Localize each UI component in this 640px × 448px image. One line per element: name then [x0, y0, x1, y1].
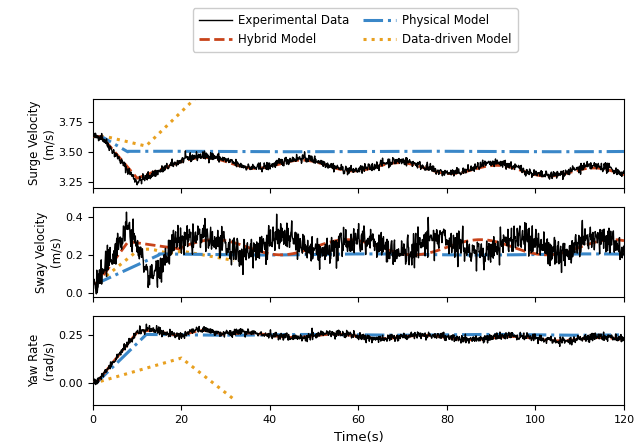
- Legend: Experimental Data, Hybrid Model, Physical Model, Data-driven Model: Experimental Data, Hybrid Model, Physica…: [193, 8, 518, 52]
- X-axis label: Time(s): Time(s): [333, 431, 383, 444]
- Y-axis label: Surge Velocity
(m/s): Surge Velocity (m/s): [28, 101, 56, 185]
- Y-axis label: Yaw Rate
(rad/s): Yaw Rate (rad/s): [28, 334, 56, 388]
- Y-axis label: Sway Velocity
(m/s): Sway Velocity (m/s): [35, 211, 63, 293]
